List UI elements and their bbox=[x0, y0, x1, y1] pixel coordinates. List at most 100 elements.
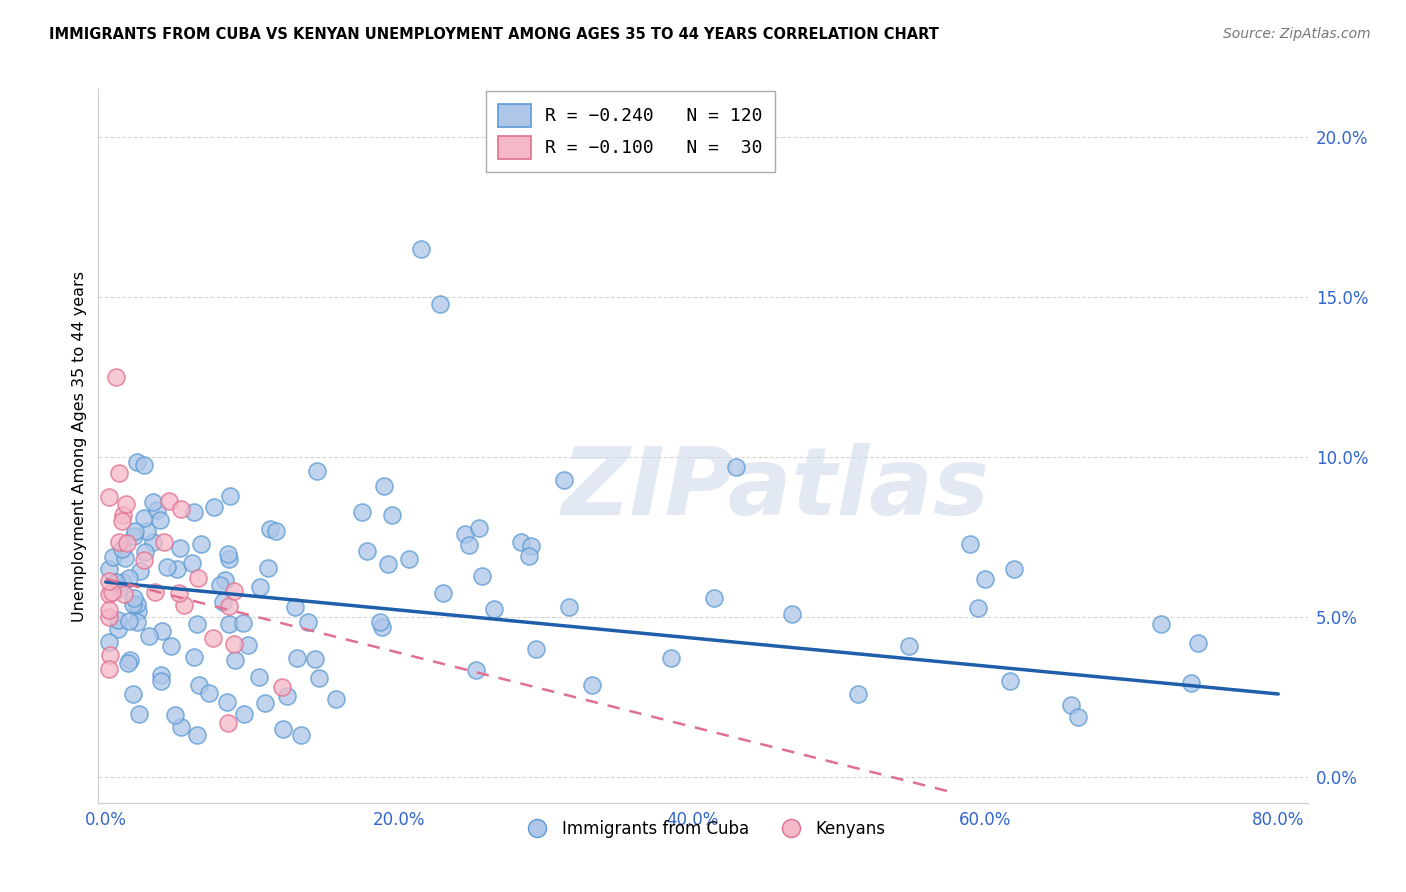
Point bbox=[290, 728, 312, 742]
Point bbox=[370, 619, 392, 633]
Point bbox=[558, 600, 581, 615]
Point bbox=[1060, 698, 1083, 713]
Point bbox=[114, 550, 136, 565]
Point bbox=[186, 728, 208, 742]
Point bbox=[97, 635, 120, 649]
Y-axis label: Unemployment Among Ages 35 to 44 years: Unemployment Among Ages 35 to 44 years bbox=[72, 270, 87, 622]
Point bbox=[118, 571, 141, 585]
Point bbox=[132, 458, 155, 472]
Point bbox=[166, 562, 188, 576]
Point bbox=[959, 536, 981, 550]
Point bbox=[271, 723, 294, 737]
Point bbox=[132, 510, 155, 524]
Point bbox=[97, 610, 120, 624]
Point bbox=[101, 550, 124, 565]
Point bbox=[170, 720, 193, 734]
Point bbox=[97, 662, 120, 676]
Point bbox=[454, 527, 477, 541]
Point bbox=[224, 584, 246, 599]
Point bbox=[352, 505, 374, 519]
Point bbox=[214, 573, 236, 587]
Point bbox=[138, 629, 160, 643]
Point bbox=[308, 671, 330, 685]
Point bbox=[259, 522, 281, 536]
Point bbox=[107, 622, 129, 636]
Point bbox=[201, 631, 224, 645]
Point bbox=[553, 474, 575, 488]
Point bbox=[307, 464, 329, 478]
Point bbox=[115, 536, 138, 550]
Point bbox=[468, 520, 491, 534]
Point bbox=[107, 613, 129, 627]
Point bbox=[249, 670, 271, 684]
Point bbox=[165, 707, 187, 722]
Point bbox=[659, 651, 682, 665]
Point bbox=[846, 687, 869, 701]
Point bbox=[297, 615, 319, 630]
Point bbox=[236, 638, 259, 652]
Point bbox=[510, 534, 533, 549]
Point bbox=[108, 582, 131, 596]
Point bbox=[1187, 636, 1209, 650]
Legend: Immigrants from Cuba, Kenyans: Immigrants from Cuba, Kenyans bbox=[513, 814, 893, 845]
Point bbox=[155, 559, 177, 574]
Point bbox=[108, 466, 131, 480]
Point bbox=[1004, 562, 1026, 576]
Point bbox=[256, 561, 278, 575]
Point bbox=[98, 562, 121, 576]
Point bbox=[190, 537, 212, 551]
Point bbox=[218, 599, 240, 613]
Point bbox=[157, 494, 180, 508]
Point bbox=[146, 503, 169, 517]
Point bbox=[153, 534, 176, 549]
Point bbox=[219, 489, 242, 503]
Point bbox=[111, 541, 134, 556]
Point bbox=[134, 545, 156, 559]
Point bbox=[105, 370, 128, 384]
Point bbox=[104, 574, 127, 589]
Point bbox=[122, 591, 145, 606]
Point bbox=[285, 650, 308, 665]
Point bbox=[118, 653, 141, 667]
Point bbox=[98, 587, 121, 601]
Point bbox=[122, 598, 145, 612]
Point bbox=[457, 538, 479, 552]
Point bbox=[167, 586, 190, 600]
Point bbox=[97, 602, 120, 616]
Point bbox=[135, 524, 157, 538]
Point bbox=[112, 508, 135, 522]
Point bbox=[112, 575, 135, 590]
Point bbox=[183, 649, 205, 664]
Point bbox=[368, 615, 391, 629]
Point bbox=[125, 455, 148, 469]
Point bbox=[142, 534, 165, 549]
Point bbox=[471, 569, 494, 583]
Point bbox=[149, 667, 172, 681]
Point bbox=[967, 601, 990, 615]
Point bbox=[187, 571, 209, 585]
Point bbox=[724, 459, 747, 474]
Point bbox=[160, 639, 183, 653]
Point bbox=[150, 673, 173, 688]
Point bbox=[101, 585, 124, 599]
Point bbox=[127, 597, 149, 611]
Point bbox=[224, 653, 246, 667]
Point bbox=[432, 586, 454, 600]
Point bbox=[581, 678, 603, 692]
Point bbox=[149, 513, 172, 527]
Point bbox=[128, 707, 150, 722]
Point bbox=[107, 534, 129, 549]
Point bbox=[170, 501, 193, 516]
Point bbox=[117, 656, 139, 670]
Point bbox=[377, 557, 399, 571]
Point bbox=[169, 541, 191, 555]
Point bbox=[304, 652, 326, 666]
Point bbox=[266, 524, 288, 538]
Point bbox=[217, 695, 239, 709]
Point bbox=[100, 648, 122, 662]
Point bbox=[183, 505, 205, 519]
Point bbox=[173, 599, 195, 613]
Point bbox=[703, 591, 725, 606]
Point bbox=[217, 547, 239, 561]
Point bbox=[114, 587, 136, 601]
